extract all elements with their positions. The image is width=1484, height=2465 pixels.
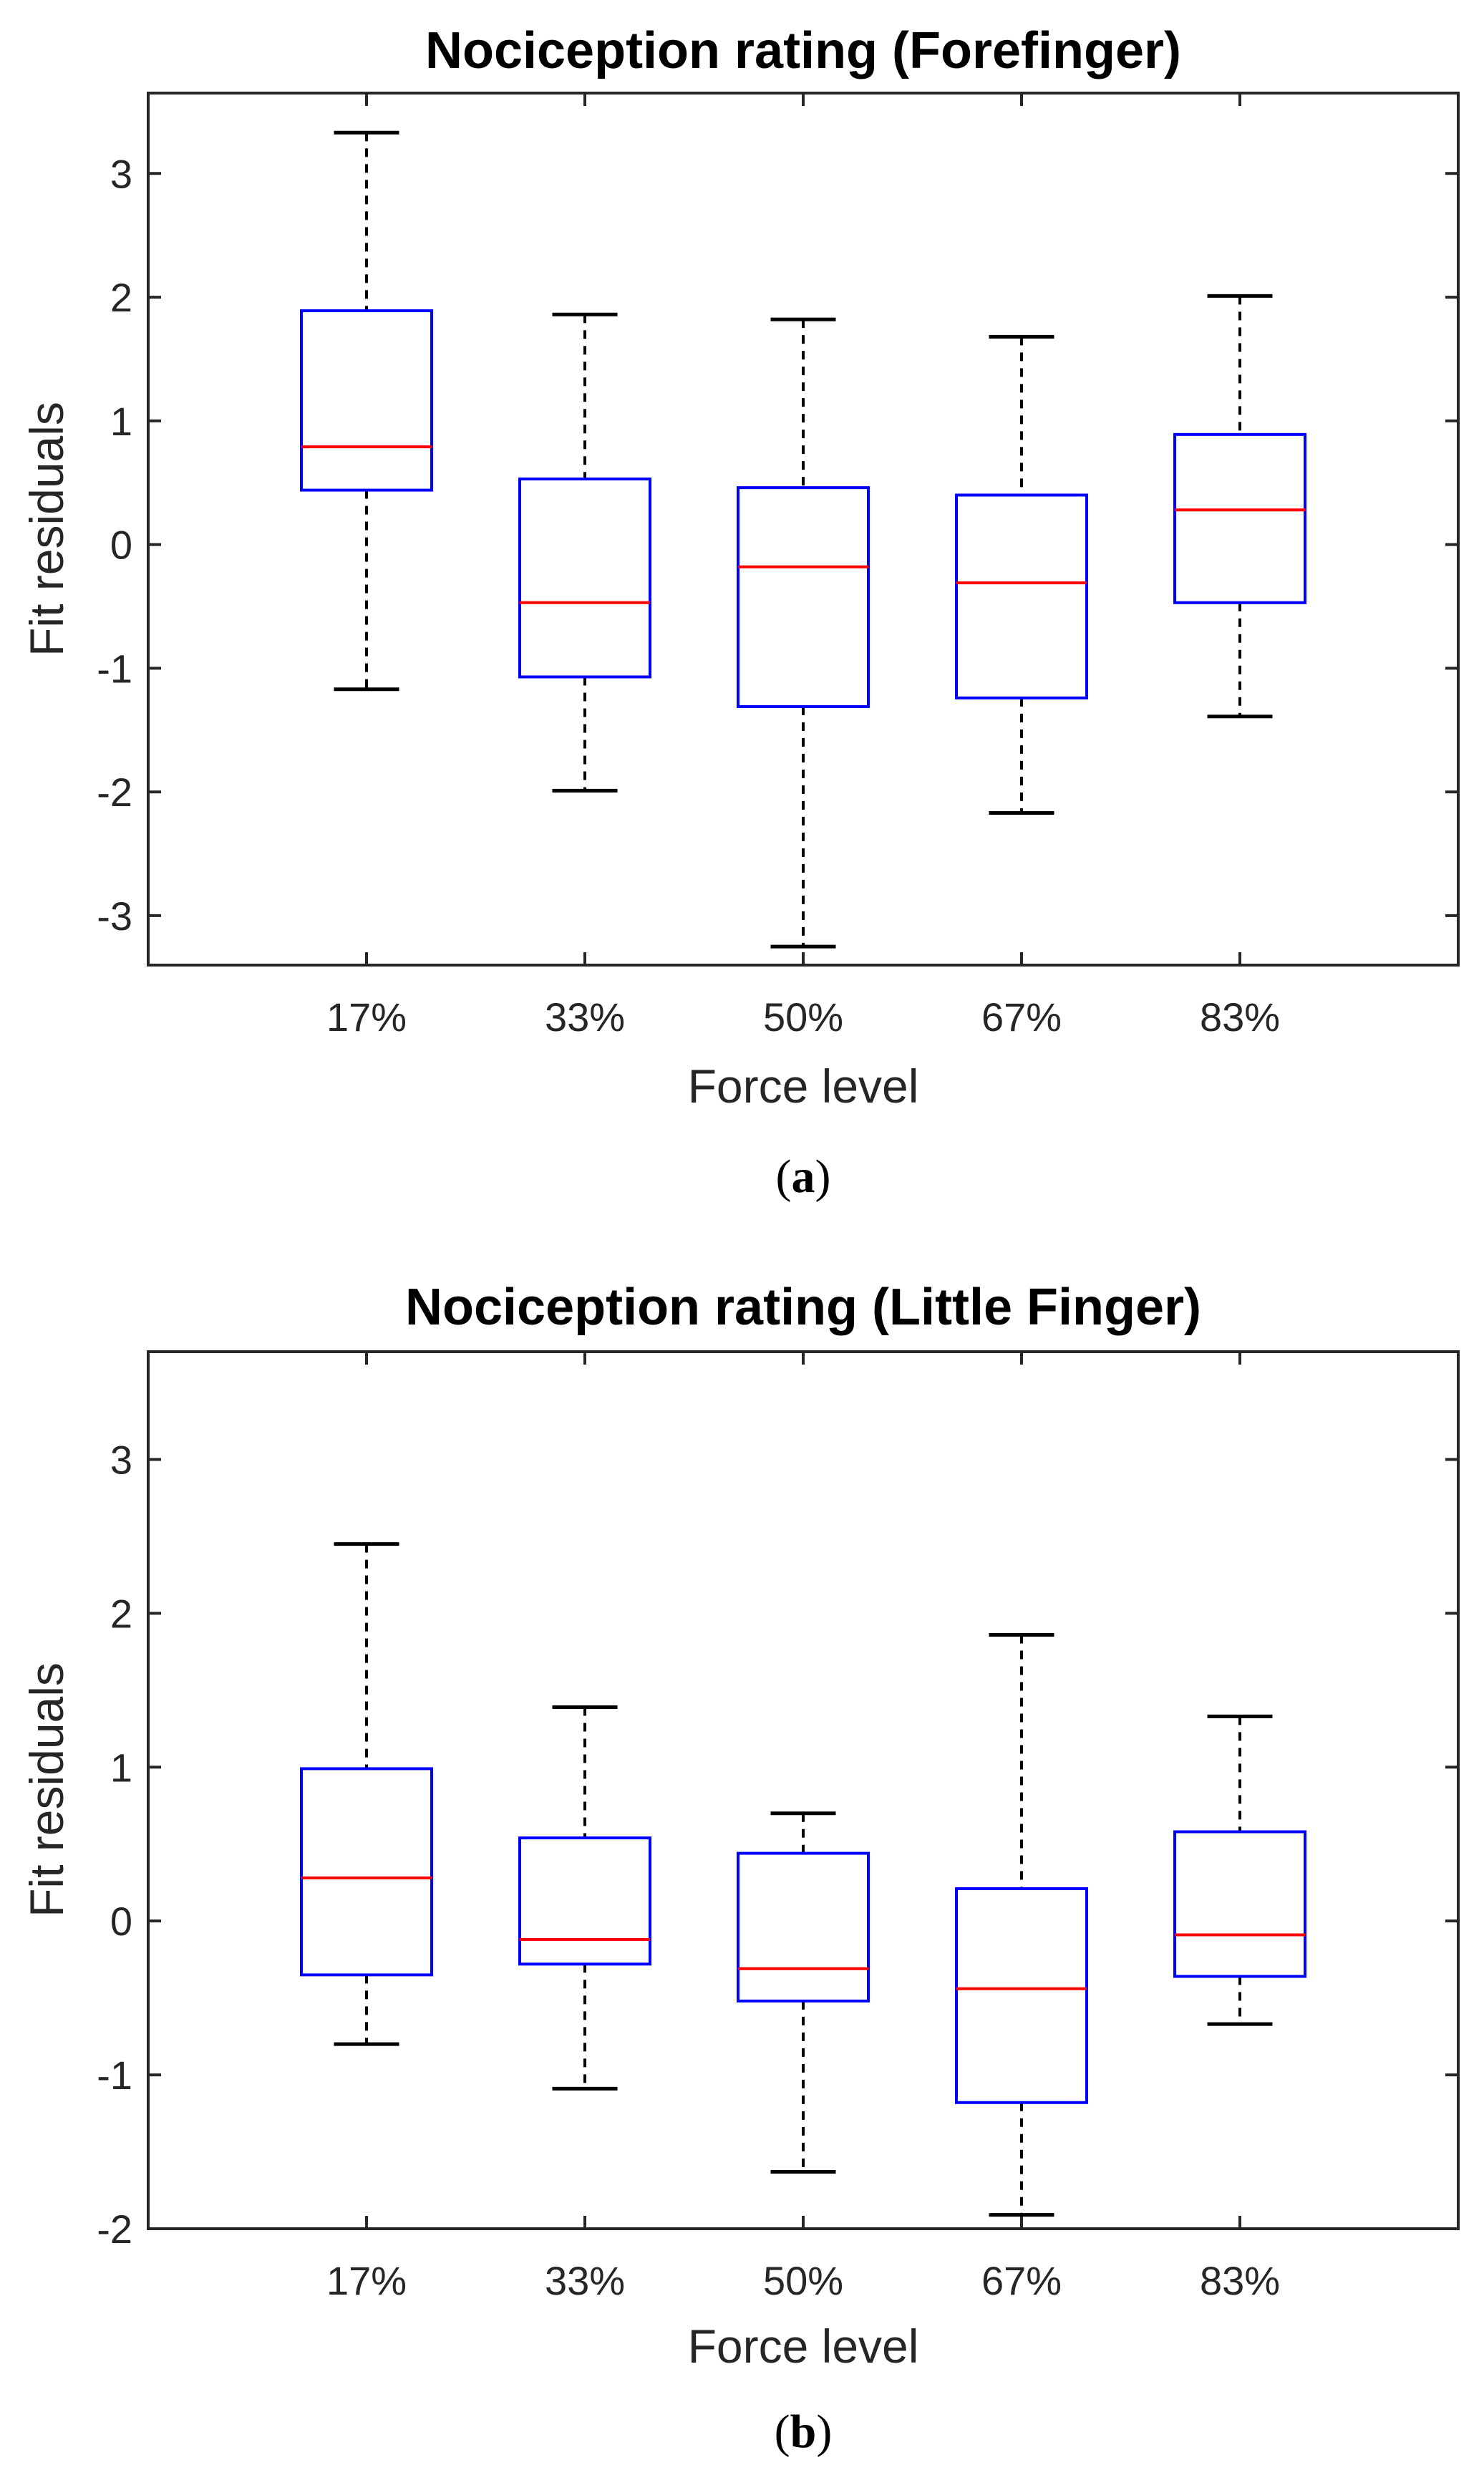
box-2	[518, 312, 651, 793]
box-5	[1173, 1714, 1306, 2026]
iqr-box	[955, 493, 1088, 699]
box-4	[955, 1632, 1088, 2217]
iqr-box	[518, 1836, 651, 1966]
y-tick-label: -3	[97, 893, 132, 939]
x-axis-label: Force level	[688, 1060, 919, 1113]
box-1	[300, 1542, 433, 2046]
caption-letter: a	[792, 1151, 815, 1203]
x-tick-label: 33%	[545, 994, 625, 1040]
y-tick-label: -2	[97, 770, 132, 815]
box-3	[737, 317, 870, 949]
panel-a: Nociception rating (Forefinger) -3 -2 -1 0 1…	[20, 22, 1460, 1203]
x-tick-label: 67%	[981, 994, 1062, 1040]
box-3	[737, 1811, 870, 2174]
box-2	[518, 1705, 651, 2091]
x-axis-label: Force level	[688, 2320, 919, 2373]
box-series	[300, 1542, 1306, 2217]
y-axis-label: Fit residuals	[20, 402, 73, 657]
x-tick-label: 83%	[1200, 2258, 1280, 2303]
y-axis-ticks: -2 -1 0 1 2 3	[97, 1437, 1458, 2252]
y-tick-label: 0	[110, 523, 132, 568]
panel-caption: (b)	[775, 2406, 833, 2458]
panel-b: Nociception rating (Little Finger) -2 -1 0…	[20, 1279, 1460, 2458]
chart-title: Nociception rating (Little Finger)	[405, 1279, 1201, 1336]
x-tick-label: 83%	[1200, 994, 1280, 1040]
chart-title: Nociception rating (Forefinger)	[425, 22, 1181, 79]
x-tick-label: 17%	[326, 994, 407, 1040]
box-series	[300, 130, 1306, 949]
iqr-box	[737, 486, 870, 708]
iqr-box	[955, 1887, 1088, 2104]
x-tick-label: 67%	[981, 2258, 1062, 2303]
iqr-box	[300, 309, 433, 492]
x-tick-label: 50%	[763, 994, 843, 1040]
panel-caption: (a)	[776, 1151, 831, 1203]
iqr-box	[1173, 1830, 1306, 1978]
y-tick-label: 3	[110, 151, 132, 196]
y-tick-label: 3	[110, 1437, 132, 1482]
iqr-box	[300, 1767, 433, 1977]
y-tick-label: 2	[110, 1591, 132, 1636]
y-tick-label: -1	[97, 646, 132, 691]
y-tick-label: 0	[110, 1899, 132, 1944]
y-tick-label: -2	[97, 2207, 132, 2252]
y-axis-label: Fit residuals	[20, 1662, 73, 1917]
iqr-box	[1173, 432, 1306, 604]
y-axis-ticks: -3 -2 -1 0 1 2 3	[97, 151, 1458, 939]
x-axis-ticks: 17% 33% 50% 67% 83%	[326, 1352, 1280, 2303]
box-5	[1173, 294, 1306, 719]
caption-letter: b	[790, 2406, 817, 2458]
x-tick-label: 33%	[545, 2258, 625, 2303]
x-axis-ticks: 17% 33% 50% 67% 83%	[326, 93, 1280, 1040]
x-tick-label: 50%	[763, 2258, 843, 2303]
y-tick-label: 2	[110, 275, 132, 320]
iqr-box	[518, 478, 651, 679]
iqr-box	[737, 1851, 870, 2002]
box-1	[300, 130, 433, 692]
box-4	[955, 334, 1088, 815]
y-tick-label: 1	[110, 399, 132, 444]
y-tick-label: 1	[110, 1745, 132, 1790]
x-tick-label: 17%	[326, 2258, 407, 2303]
y-tick-label: -1	[97, 2053, 132, 2098]
